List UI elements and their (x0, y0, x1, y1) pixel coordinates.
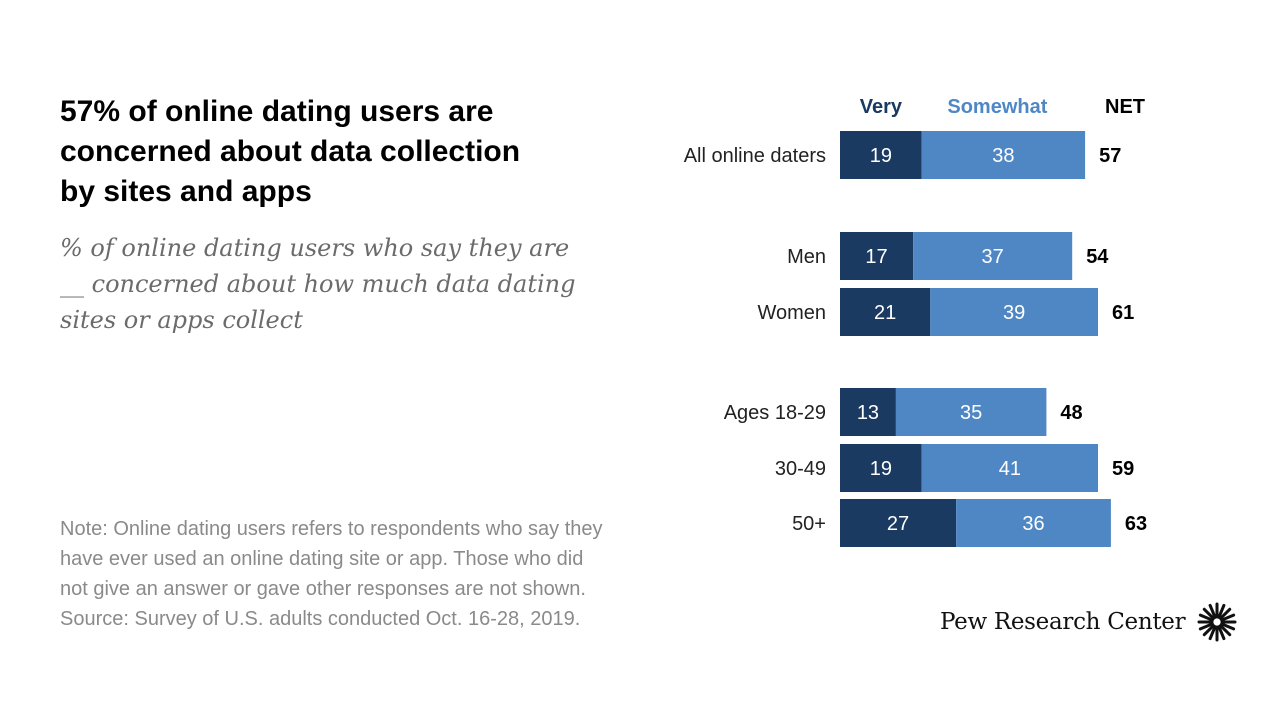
data-label-somewhat: 38 (992, 145, 1014, 167)
data-label-net: 57 (1099, 145, 1121, 167)
bar-somewhat (956, 499, 1111, 547)
bar-very (840, 131, 922, 179)
subtitle-line: __ concerned about how much data dating (60, 270, 576, 298)
bar-somewhat (930, 288, 1098, 336)
data-label-very: 13 (857, 402, 879, 424)
header-net: NET (1105, 96, 1145, 118)
data-label-very: 27 (887, 513, 909, 535)
title-line: concerned about data collection (60, 135, 521, 168)
data-label-very: 19 (870, 145, 892, 167)
bar-very (840, 444, 922, 492)
data-label-net: 48 (1060, 402, 1082, 424)
note-line: not give an answer or gave other respons… (60, 578, 586, 600)
header-very: Very (860, 96, 903, 118)
subtitle-line: % of online dating users who say they ar… (60, 234, 570, 262)
bar-somewhat (921, 131, 1086, 179)
data-label-somewhat: 35 (960, 402, 982, 424)
logo-ray (1199, 622, 1215, 631)
bar-somewhat (921, 444, 1098, 492)
data-label-somewhat: 41 (999, 458, 1021, 480)
logo-ray (1217, 625, 1226, 641)
brand: Pew Research Center (940, 600, 1237, 644)
note-line: Source: Survey of U.S. adults conducted … (60, 608, 581, 630)
data-label-net: 61 (1112, 302, 1134, 324)
category-label: 30-49 (775, 458, 826, 480)
bar-somewhat (895, 388, 1047, 436)
header-somewhat: Somewhat (947, 96, 1047, 118)
category-label: Ages 18-29 (724, 402, 826, 424)
logo-ray (1208, 625, 1217, 641)
note-line: have ever used an online dating site or … (60, 548, 584, 570)
brand-name: Pew Research Center (940, 609, 1186, 635)
data-label-somewhat: 36 (1022, 513, 1044, 535)
category-label: Women (757, 302, 826, 324)
chart-subtitle: % of online dating users who say they ar… (60, 230, 630, 338)
data-label-net: 63 (1125, 513, 1147, 535)
data-label-somewhat: 39 (1003, 302, 1025, 324)
logo-ray (1220, 622, 1236, 631)
subtitle-line: sites or apps collect (60, 306, 303, 334)
note-line: Note: Online dating users refers to resp… (60, 518, 603, 540)
logo-ray (1217, 603, 1226, 619)
title-line: 57% of online dating users are (60, 95, 494, 128)
logo-ray (1219, 607, 1232, 620)
category-label: Men (787, 246, 826, 268)
chart-note: Note: Online dating users refers to resp… (60, 514, 700, 634)
data-label-net: 54 (1086, 246, 1109, 268)
category-label: All online daters (684, 145, 826, 167)
data-label-very: 21 (874, 302, 896, 324)
title-line: by sites and apps (60, 175, 312, 208)
data-label-very: 19 (870, 458, 892, 480)
bar-very (840, 499, 957, 547)
bar-very (840, 232, 914, 280)
category-label: 50+ (792, 513, 826, 535)
pew-sunburst-logo-icon (1197, 602, 1237, 642)
logo-ray (1208, 603, 1217, 619)
bar-somewhat (913, 232, 1073, 280)
chart-title: 57% of online dating users are concerned… (60, 92, 620, 212)
data-label-somewhat: 37 (982, 246, 1004, 268)
bar-very (840, 388, 896, 436)
logo-ray (1203, 607, 1216, 620)
data-label-net: 59 (1112, 458, 1134, 480)
data-label-very: 17 (865, 246, 887, 268)
logo-ray (1199, 613, 1215, 622)
logo-ray (1219, 624, 1232, 637)
bar-very (840, 288, 931, 336)
logo-ray (1203, 624, 1216, 637)
logo-ray (1220, 613, 1236, 622)
